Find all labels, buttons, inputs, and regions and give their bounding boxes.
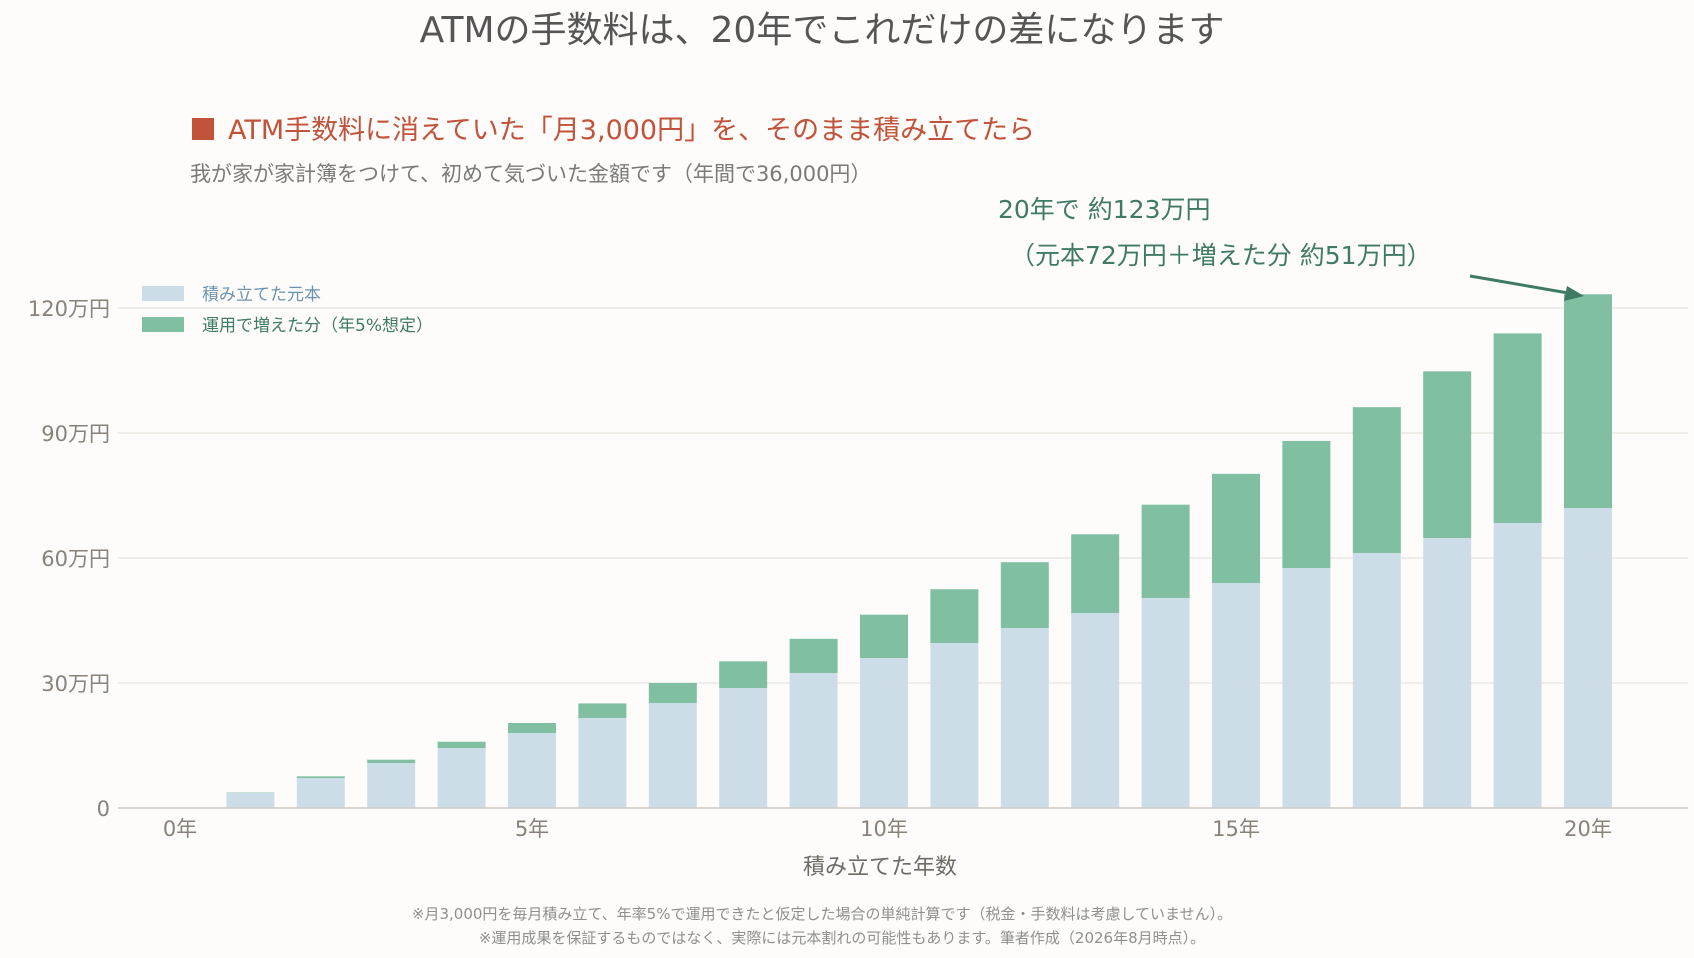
annotation: 20年で 約123万円 （元本72万円＋増えた分 約51万円） xyxy=(998,195,1584,301)
footnote-1: ※月3,000円を毎月積み立て、年率5%で運用できたと仮定した場合の単純計算です… xyxy=(412,905,1232,923)
bar-growth xyxy=(1564,294,1612,508)
bar-growth xyxy=(930,589,979,643)
bar-principal xyxy=(1493,523,1542,808)
bar-growth xyxy=(578,703,627,718)
x-tick-label: 15年 xyxy=(1212,817,1260,841)
x-tick-label: 10年 xyxy=(860,817,908,841)
bar-growth xyxy=(1071,534,1120,613)
y-tick-label: 120万円 xyxy=(28,297,110,321)
bar-growth xyxy=(437,741,486,748)
x-axis-ticks: 0年 5年 10年 15年 20年 xyxy=(163,817,1612,841)
bar-growth xyxy=(1282,440,1331,568)
bar-principal xyxy=(367,763,416,808)
y-tick-label: 90万円 xyxy=(41,422,110,446)
bar-growth xyxy=(1212,473,1260,583)
x-tick-label: 5年 xyxy=(515,817,549,841)
legend-label-principal: 積み立てた元本 xyxy=(202,285,321,305)
bar-principal xyxy=(296,778,345,808)
annotation-line-1: 20年で 約123万円 xyxy=(998,195,1210,224)
bar-principal xyxy=(1282,568,1331,808)
bar-principal xyxy=(578,718,627,808)
y-axis-ticks: 0 30万円 60万円 90万円 120万円 xyxy=(28,297,110,821)
bar-growth xyxy=(719,661,768,688)
legend-label-growth: 運用で増えた分（年5%想定） xyxy=(202,316,433,336)
bar-growth xyxy=(860,614,908,658)
annotation-arrow-line xyxy=(1469,274,1575,296)
bar-principal xyxy=(1352,553,1401,808)
bar-principal xyxy=(226,793,275,808)
y-tick-label: 30万円 xyxy=(41,672,110,696)
bar-principal xyxy=(719,688,768,808)
bar-principal xyxy=(508,733,556,808)
bar-principal xyxy=(1564,508,1612,808)
bar-principal xyxy=(1212,583,1260,808)
y-tick-label: 60万円 xyxy=(41,547,110,571)
legend: 積み立てた元本 運用で増えた分（年5%想定） xyxy=(142,285,433,336)
bar-growth xyxy=(1000,562,1049,628)
annotation-line-2: （元本72万円＋増えた分 約51万円） xyxy=(1010,241,1432,270)
bar-growth xyxy=(1423,371,1472,538)
bar-principal xyxy=(789,673,838,808)
x-tick-label: 0年 xyxy=(163,817,197,841)
legend-swatch-growth xyxy=(142,317,184,332)
y-tick-label: 0 xyxy=(97,797,110,821)
bar-growth xyxy=(1141,504,1190,598)
bar-growth xyxy=(1352,407,1401,553)
bar-principal xyxy=(860,658,908,808)
legend-swatch-principal xyxy=(142,286,184,301)
subtitle-square-icon xyxy=(192,118,214,140)
annotation-arrowhead-icon xyxy=(1564,286,1584,301)
bar-principal xyxy=(648,703,697,808)
bar-principal xyxy=(930,643,979,808)
footnote-2: ※運用成果を保証するものではなく、実際には元本割れの可能性もあります。筆者作成（… xyxy=(479,929,1205,947)
chart-subtitle: ATM手数料に消えていた「月3,000円」を、そのまま積み立てたら xyxy=(228,115,1035,146)
bar-principal xyxy=(437,748,486,808)
bar-growth xyxy=(296,776,345,778)
bar-growth xyxy=(648,683,697,703)
bar-growth xyxy=(367,759,416,763)
chart-description: 我が家が家計簿をつけて、初めて気づいた金額です（年間で36,000円） xyxy=(190,162,871,186)
x-tick-label: 20年 xyxy=(1564,817,1612,841)
chart-title: ATMの手数料は、20年でこれだけの差になります xyxy=(420,10,1225,51)
bar-principal xyxy=(1000,628,1049,808)
bar-growth xyxy=(789,638,838,673)
x-axis-label: 積み立てた年数 xyxy=(803,855,957,880)
bars xyxy=(226,294,1612,808)
bar-principal xyxy=(1423,538,1472,808)
bar-growth xyxy=(1493,333,1542,523)
bar-principal xyxy=(1071,613,1120,808)
bar-principal xyxy=(1141,598,1190,808)
bar-growth xyxy=(508,723,556,733)
